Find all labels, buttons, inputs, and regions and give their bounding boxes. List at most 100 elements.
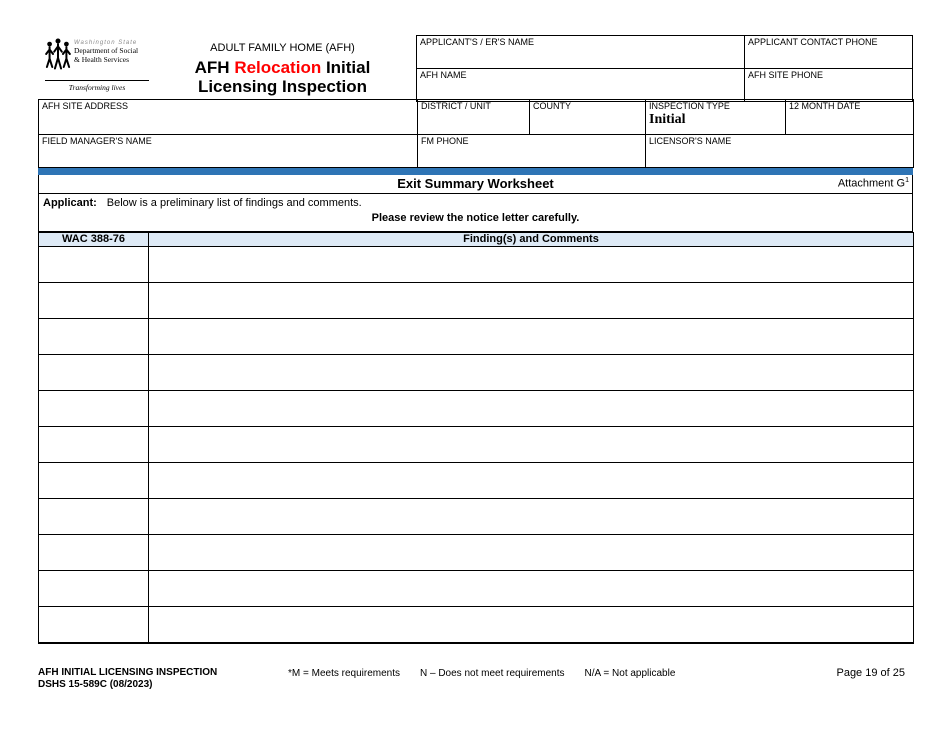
wac-cell[interactable] xyxy=(38,534,149,571)
afh-site-address-label: AFH SITE ADDRESS xyxy=(42,101,129,111)
finding-cell[interactable] xyxy=(148,390,914,427)
wac-cell[interactable] xyxy=(38,426,149,463)
logo-dept-line2: & Health Services xyxy=(74,55,129,64)
afh-site-address-field[interactable]: AFH SITE ADDRESS xyxy=(38,99,418,135)
logo-state-text: Washington State xyxy=(74,40,138,46)
fm-phone-value xyxy=(421,147,642,151)
applicant-info-table: APPLICANT'S / ER'S NAME APPLICANT CONTAC… xyxy=(416,35,913,102)
applicant-phone-value xyxy=(748,48,909,52)
footer-form-number: DSHS 15-589C (08/2023) xyxy=(38,678,153,690)
legend-meets: *M = Meets requirements xyxy=(288,668,400,679)
table-row xyxy=(38,462,914,499)
finding-cell[interactable] xyxy=(148,426,914,463)
table-row xyxy=(38,606,914,644)
finding-cell[interactable] xyxy=(148,354,914,391)
wac-cell[interactable] xyxy=(38,318,149,355)
form-header: Washington State Department of Social & … xyxy=(38,35,913,102)
findings-column-header: Finding(s) and Comments xyxy=(148,232,914,247)
form-title-line1: AFH Relocation Initial xyxy=(149,58,416,77)
exit-summary-title: Exit Summary Worksheet xyxy=(397,176,554,191)
field-manager-name-label: FIELD MANAGER'S NAME xyxy=(42,136,152,146)
brand-area: Washington State Department of Social & … xyxy=(38,35,416,99)
form-title-block: ADULT FAMILY HOME (AFH) AFH Relocation I… xyxy=(149,35,416,96)
applicant-note-line: Applicant: Below is a preliminary list of… xyxy=(43,197,908,209)
wac-cell[interactable] xyxy=(38,246,149,283)
finding-cell[interactable] xyxy=(148,462,914,499)
finding-cell[interactable] xyxy=(148,570,914,607)
legend-does-not-meet: N – Does not meet requirements xyxy=(420,668,565,679)
afh-name-field[interactable]: AFH NAME xyxy=(416,68,745,102)
applicant-name-value xyxy=(420,48,741,52)
finding-cell[interactable] xyxy=(148,246,914,283)
footer-legend: *M = Meets requirements N – Does not mee… xyxy=(288,668,675,679)
table-row xyxy=(38,426,914,463)
inspection-type-label: INSPECTION TYPE xyxy=(649,101,730,111)
county-field[interactable]: COUNTY xyxy=(529,99,646,135)
wac-cell[interactable] xyxy=(38,282,149,319)
form-subtitle: ADULT FAMILY HOME (AFH) xyxy=(210,42,355,54)
wac-cell[interactable] xyxy=(38,354,149,391)
afh-name-value xyxy=(420,81,741,85)
field-manager-name-value xyxy=(42,147,414,151)
site-info-table: AFH SITE ADDRESS DISTRICT / UNIT COUNTY … xyxy=(38,99,914,168)
title-suffix: Initial xyxy=(321,58,371,77)
county-label: COUNTY xyxy=(533,101,571,111)
twelve-month-date-value xyxy=(789,112,910,116)
findings-table: WAC 388-76 Finding(s) and Comments xyxy=(38,232,914,644)
title-highlight: Relocation xyxy=(234,58,322,77)
applicant-note-row: Applicant: Below is a preliminary list of… xyxy=(38,194,913,232)
wac-cell[interactable] xyxy=(38,498,149,535)
wac-cell[interactable] xyxy=(38,390,149,427)
applicant-name-field[interactable]: APPLICANT'S / ER'S NAME xyxy=(416,35,745,69)
afh-name-label: AFH NAME xyxy=(420,70,467,80)
applicant-name-label: APPLICANT'S / ER'S NAME xyxy=(420,37,534,47)
finding-cell[interactable] xyxy=(148,318,914,355)
wac-column-header: WAC 388-76 xyxy=(38,232,149,247)
licensor-name-value xyxy=(649,147,910,151)
table-row xyxy=(38,498,914,535)
fm-phone-field[interactable]: FM PHONE xyxy=(417,134,646,168)
table-row xyxy=(38,570,914,607)
wac-cell[interactable] xyxy=(38,606,149,644)
footer-form-name: AFH INITIAL LICENSING INSPECTION xyxy=(38,667,218,678)
logo-tagline: Transforming lives xyxy=(68,83,126,92)
finding-cell[interactable] xyxy=(148,282,914,319)
inspection-type-value: Initial xyxy=(649,112,686,127)
twelve-month-date-label: 12 MONTH DATE xyxy=(789,101,861,111)
table-row xyxy=(38,282,914,319)
applicant-phone-label: APPLICANT CONTACT PHONE xyxy=(748,37,878,47)
inspection-type-field[interactable]: INSPECTION TYPE Initial xyxy=(645,99,786,135)
afh-site-address-value xyxy=(42,112,414,116)
district-unit-field[interactable]: DISTRICT / UNIT xyxy=(417,99,530,135)
dshs-people-icon xyxy=(45,37,71,76)
legend-not-applicable: N/A = Not applicable xyxy=(584,668,676,679)
finding-cell[interactable] xyxy=(148,606,914,644)
attachment-superscript: 1 xyxy=(905,177,909,184)
accent-bar xyxy=(38,168,913,175)
county-value xyxy=(533,112,642,116)
wac-cell[interactable] xyxy=(38,570,149,607)
field-manager-name-field[interactable]: FIELD MANAGER'S NAME xyxy=(38,134,418,168)
logo-divider xyxy=(45,80,149,81)
finding-cell[interactable] xyxy=(148,534,914,571)
dshs-logo: Washington State Department of Social & … xyxy=(38,35,149,92)
finding-cell[interactable] xyxy=(148,498,914,535)
district-unit-label: DISTRICT / UNIT xyxy=(421,101,491,111)
licensor-name-field[interactable]: LICENSOR'S NAME xyxy=(645,134,914,168)
footer-form-id: AFH INITIAL LICENSING INSPECTION DSHS 15… xyxy=(38,667,217,690)
table-row xyxy=(38,246,914,283)
table-row xyxy=(38,354,914,391)
logo-dept-line1: Department of Social xyxy=(74,46,139,55)
afh-site-phone-field[interactable]: AFH SITE PHONE xyxy=(744,68,913,102)
title-prefix: AFH xyxy=(194,58,235,77)
form-title-line2: Licensing Inspection xyxy=(197,77,368,96)
twelve-month-date-field[interactable]: 12 MONTH DATE xyxy=(785,99,914,135)
afh-site-phone-label: AFH SITE PHONE xyxy=(748,70,824,80)
applicant-note-text: Below is a preliminary list of findings … xyxy=(106,197,362,209)
exit-summary-header: Exit Summary Worksheet Attachment G1 xyxy=(38,175,913,194)
district-unit-value xyxy=(421,112,526,116)
wac-cell[interactable] xyxy=(38,462,149,499)
licensor-name-label: LICENSOR'S NAME xyxy=(649,136,732,146)
applicant-phone-field[interactable]: APPLICANT CONTACT PHONE xyxy=(744,35,913,69)
